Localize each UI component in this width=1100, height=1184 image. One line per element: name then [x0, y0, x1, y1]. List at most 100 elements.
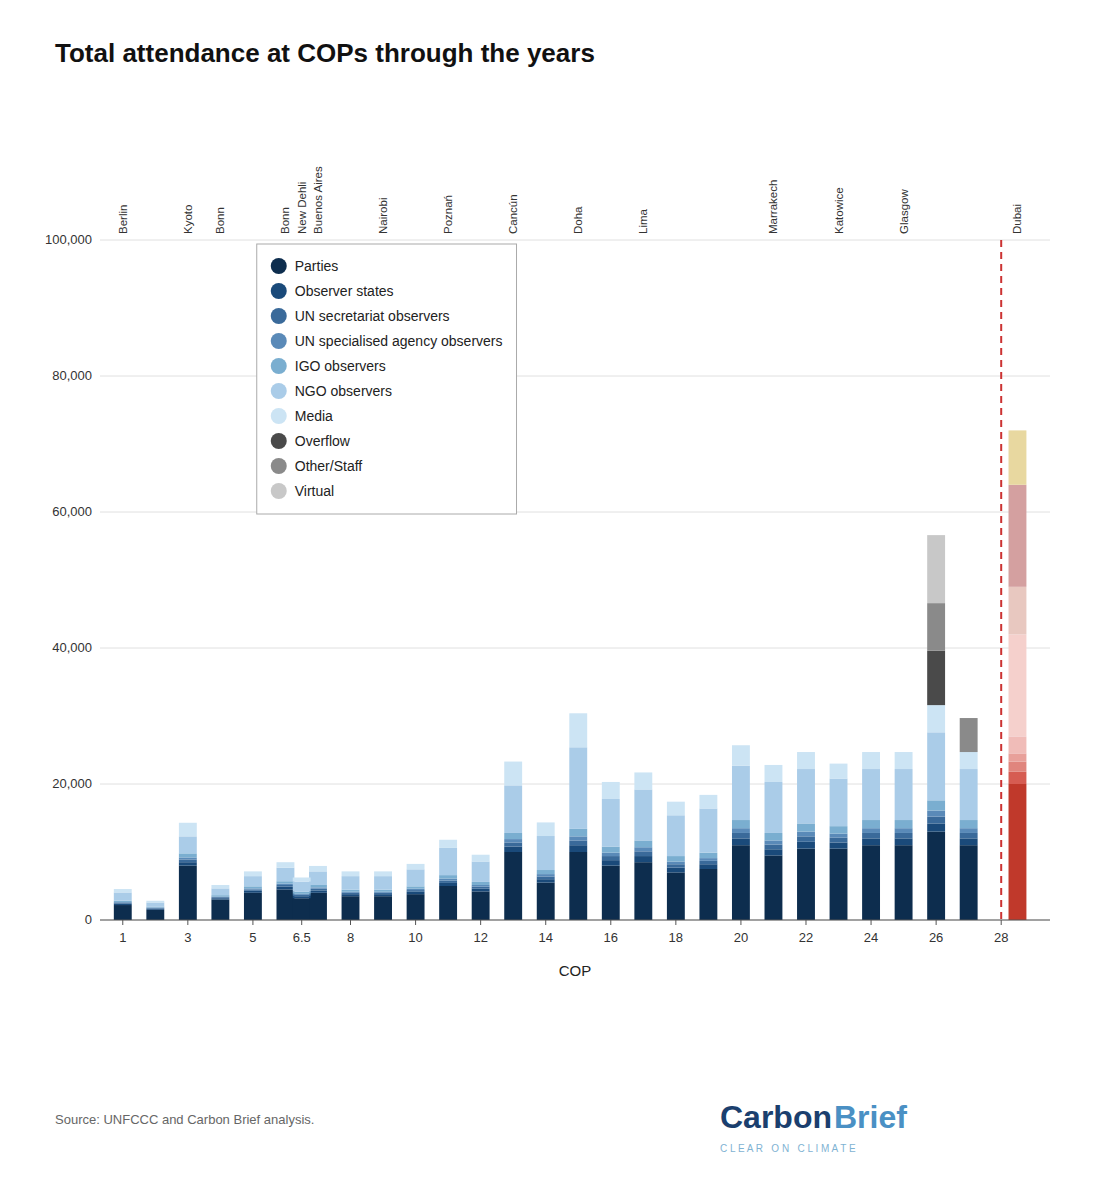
bar-segment: [374, 871, 392, 872]
bar-segment: [504, 761, 522, 762]
bar-segment: [374, 896, 392, 920]
bar-segment: [699, 795, 717, 809]
grid-line: [100, 240, 1050, 241]
bar-segment: [732, 745, 750, 765]
legend-marker: [271, 333, 287, 349]
bar-segment: [439, 883, 457, 886]
bar-segment: [293, 894, 311, 895]
bar-segment: [895, 828, 913, 833]
bar-segment: [146, 900, 164, 901]
y-tick-label: 40,000: [52, 640, 92, 655]
bar-segment: [569, 852, 587, 920]
bar-segment: [927, 817, 945, 824]
bar-segment: [927, 651, 945, 705]
bar-segment: [244, 886, 262, 888]
logo-text: Brief: [834, 1099, 907, 1135]
bar-segment: [293, 896, 311, 898]
bar-segment: [472, 855, 490, 862]
bar-segment: [244, 871, 262, 872]
reference-line: [1000, 240, 1002, 920]
y-tick-label: 100,000: [45, 232, 92, 247]
y-tick-label: 20,000: [52, 776, 92, 791]
bar-segment: [342, 871, 360, 876]
y-tick-label: 60,000: [52, 504, 92, 519]
bar-segment: [179, 836, 197, 853]
x-tick: [805, 920, 806, 925]
bar-segment: [407, 863, 425, 864]
bar-segment: [407, 894, 425, 920]
bar-segment: [569, 713, 587, 714]
bar-segment: [830, 764, 848, 779]
x-tick: [415, 920, 416, 925]
bar-segment: [211, 884, 229, 885]
bar-segment: [797, 836, 815, 841]
bar-segment: [293, 892, 311, 894]
bar-segment: [797, 823, 815, 831]
bar-segment: [537, 874, 555, 876]
bar-segment: [765, 764, 783, 765]
legend-marker: [271, 308, 287, 324]
bar-segment: [602, 856, 620, 860]
legend-label: Media: [295, 408, 333, 424]
legend-label: Virtual: [295, 483, 334, 499]
bar-segment: [146, 907, 164, 908]
x-tick-label: 22: [799, 930, 813, 945]
bar-segment: [309, 871, 327, 885]
bar-segment: [342, 894, 360, 896]
bar-segment: [407, 892, 425, 894]
bar-segment: [276, 884, 294, 885]
bar-segment: [862, 752, 880, 753]
bar-segment: [472, 882, 490, 885]
bar-segment: [374, 893, 392, 894]
bar-segment: [293, 898, 311, 920]
legend-label: NGO observers: [295, 383, 392, 399]
bar-segment: [211, 884, 229, 885]
bar-segment: [342, 896, 360, 920]
bar-segment: [374, 876, 392, 890]
background: [0, 0, 1100, 1184]
bar-segment: [765, 833, 783, 840]
bar-segment: [862, 838, 880, 845]
bar-segment: [634, 789, 652, 840]
bar-segment: [732, 845, 750, 920]
bar-segment: [765, 782, 783, 833]
bar-segment: [407, 889, 425, 890]
bar-segment: [342, 893, 360, 894]
bar-segment: [667, 864, 685, 867]
bar-segment: [569, 713, 587, 747]
bar-segment: [862, 752, 880, 753]
bar-segment: [179, 866, 197, 920]
bar-segment: [179, 862, 197, 865]
bar-segment: [602, 860, 620, 865]
legend-label: Observer states: [295, 283, 394, 299]
bar-segment: [407, 869, 425, 886]
bar-segment: [830, 779, 848, 827]
x-tick: [1001, 920, 1002, 925]
bars: [114, 240, 1027, 920]
bar-segment: [114, 889, 132, 890]
bar-segment: [293, 877, 311, 878]
bar-segment: [699, 794, 717, 795]
bar-segment: [895, 752, 913, 753]
bar-segment: [797, 832, 815, 837]
bar-segment: [309, 889, 327, 891]
bar-segment: [699, 853, 717, 858]
bar-segment: [830, 763, 848, 764]
x-tick: [301, 920, 302, 925]
bar-segment: [537, 883, 555, 920]
bar-segment: [960, 833, 978, 838]
bar-segment: [374, 890, 392, 892]
bar-segment: [960, 820, 978, 828]
bar-segment: [244, 876, 262, 886]
bar-segment: [276, 862, 294, 863]
bar-segment: [634, 862, 652, 920]
bar-segment: [895, 845, 913, 920]
bar-segment: [765, 764, 783, 765]
bar-segment: [602, 853, 620, 856]
x-tick-label: 5: [249, 930, 256, 945]
grid-line: [100, 648, 1050, 649]
x-tick-label: 20: [734, 930, 748, 945]
logo-subtitle: C L E A R O N C L I M A T E: [720, 1143, 856, 1154]
bar-segment: [797, 752, 815, 769]
bar-segment: [146, 907, 164, 909]
